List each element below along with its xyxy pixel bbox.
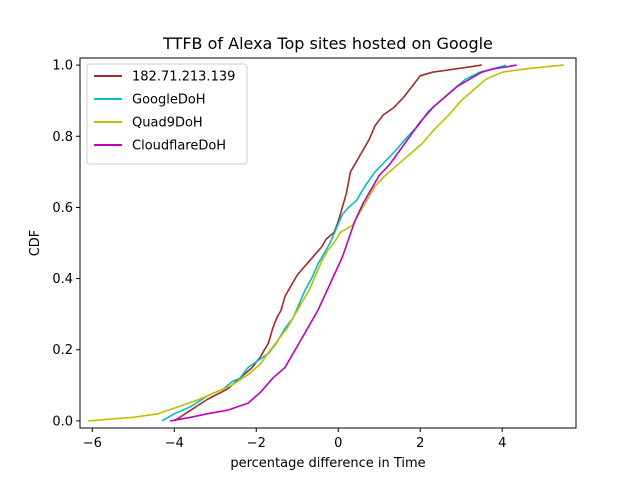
legend: 182.71.213.139 GoogleDoH Quad9DoH Cloudflar… [86, 63, 248, 165]
x-axis-label: percentage difference in Time [230, 456, 425, 471]
legend-label: CloudflareDoH [132, 139, 226, 154]
legend-label: Quad9DoH [132, 116, 203, 131]
legend-label: 182.71.213.139 [132, 70, 235, 85]
x-tick-label: 4 [498, 436, 506, 451]
plot-frame [79, 57, 577, 429]
series-layer [88, 64, 564, 422]
y-tick-label: 1.0 [52, 59, 73, 74]
chart-title: TTFB of Alexa Top sites hosted on Google [162, 34, 493, 53]
y-tick-label: 0.6 [52, 201, 73, 216]
x-tick-label: −6 [83, 436, 102, 451]
y-axis-label: CDF [28, 230, 43, 257]
series-line-2 [88, 64, 564, 422]
axes-layer: −6 −4 −2 0 2 4 0.0 0.2 0.4 0.6 0.8 1.0 [52, 59, 506, 451]
x-tick-label: −4 [165, 436, 184, 451]
x-tick-label: 2 [416, 436, 424, 451]
y-tick-label: 0.4 [52, 272, 73, 287]
y-tick-label: 0.2 [52, 343, 73, 358]
series-line-0 [173, 64, 482, 422]
legend-box [86, 63, 248, 165]
y-tick-label: 0.8 [52, 130, 73, 145]
legend-label: GoogleDoH [132, 93, 206, 108]
series-line-3 [170, 64, 517, 422]
x-tick-label: −2 [247, 436, 266, 451]
y-tick-label: 0.0 [52, 414, 73, 429]
x-tick-label: 0 [334, 436, 342, 451]
